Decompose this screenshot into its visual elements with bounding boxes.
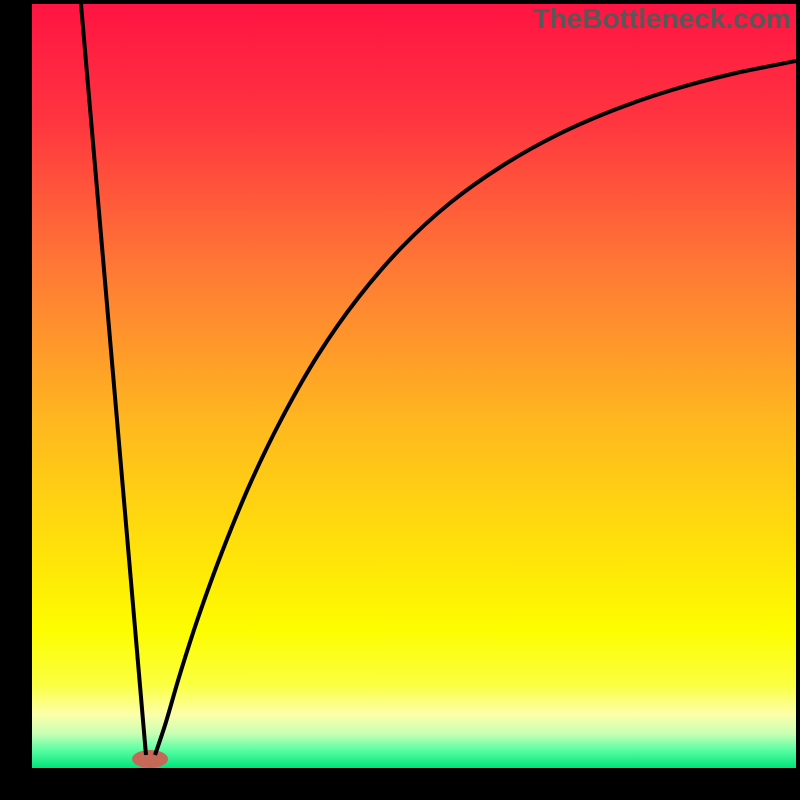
- left-descending-line: [81, 4, 146, 755]
- chart-container: TheBottleneck.com: [0, 0, 800, 800]
- curve-layer: [32, 4, 796, 768]
- minimum-marker: [132, 750, 168, 768]
- plot-area: [32, 4, 796, 768]
- right-ascending-curve: [155, 61, 796, 755]
- watermark-text: TheBottleneck.com: [533, 3, 791, 35]
